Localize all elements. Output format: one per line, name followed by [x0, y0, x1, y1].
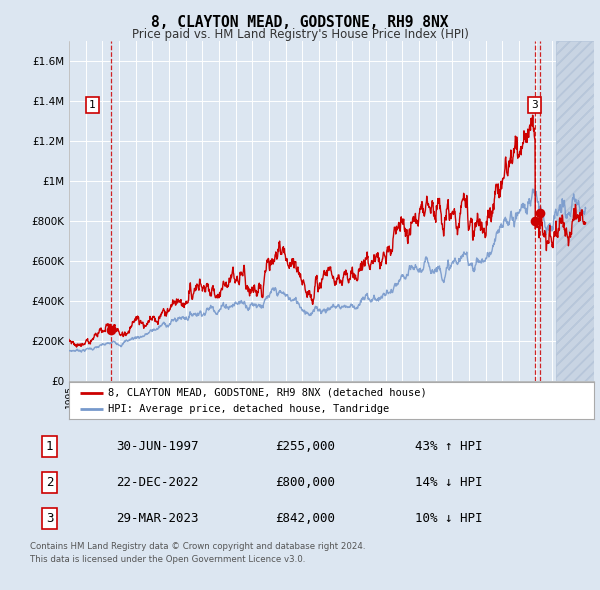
- Text: £255,000: £255,000: [275, 440, 335, 453]
- Text: 3: 3: [531, 100, 538, 110]
- Text: 22-DEC-2022: 22-DEC-2022: [116, 476, 199, 489]
- Text: 14% ↓ HPI: 14% ↓ HPI: [415, 476, 482, 489]
- Text: Contains HM Land Registry data © Crown copyright and database right 2024.: Contains HM Land Registry data © Crown c…: [30, 542, 365, 550]
- Text: £842,000: £842,000: [275, 512, 335, 525]
- Bar: [556, 41, 594, 381]
- Text: Price paid vs. HM Land Registry's House Price Index (HPI): Price paid vs. HM Land Registry's House …: [131, 28, 469, 41]
- Text: HPI: Average price, detached house, Tandridge: HPI: Average price, detached house, Tand…: [109, 404, 389, 414]
- Text: 3: 3: [46, 512, 53, 525]
- Text: 1: 1: [89, 100, 95, 110]
- Text: 30-JUN-1997: 30-JUN-1997: [116, 440, 199, 453]
- Text: 43% ↑ HPI: 43% ↑ HPI: [415, 440, 482, 453]
- Text: 8, CLAYTON MEAD, GODSTONE, RH9 8NX: 8, CLAYTON MEAD, GODSTONE, RH9 8NX: [151, 15, 449, 30]
- Bar: [556, 41, 594, 381]
- Text: This data is licensed under the Open Government Licence v3.0.: This data is licensed under the Open Gov…: [30, 555, 305, 563]
- Text: 29-MAR-2023: 29-MAR-2023: [116, 512, 199, 525]
- Text: 8, CLAYTON MEAD, GODSTONE, RH9 8NX (detached house): 8, CLAYTON MEAD, GODSTONE, RH9 8NX (deta…: [109, 388, 427, 398]
- Text: 1: 1: [46, 440, 53, 453]
- Text: 10% ↓ HPI: 10% ↓ HPI: [415, 512, 482, 525]
- Text: 2: 2: [46, 476, 53, 489]
- Text: £800,000: £800,000: [275, 476, 335, 489]
